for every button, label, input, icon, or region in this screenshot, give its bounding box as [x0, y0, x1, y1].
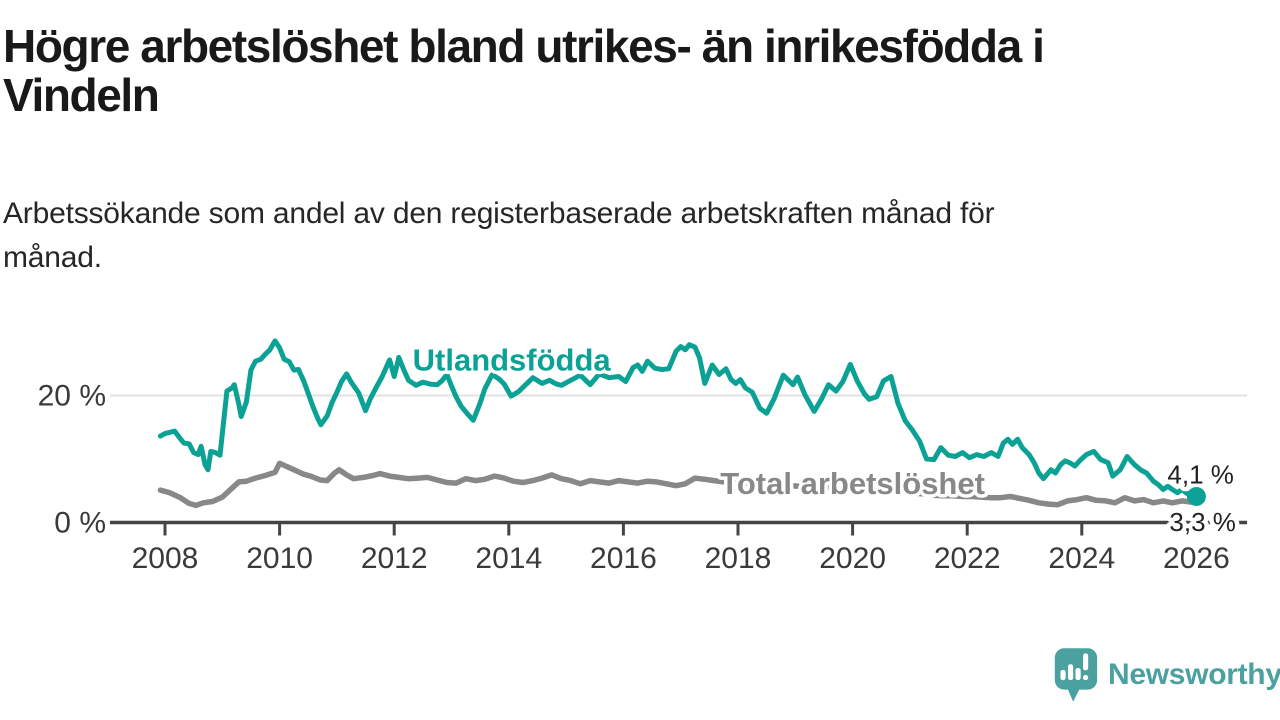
chart-subtitle: Arbetssökande som andel av den registerb…: [3, 192, 995, 280]
x-tick-label: 2026: [1163, 542, 1230, 575]
series-line-total-arbetsloshet: [157, 460, 1200, 509]
x-tick-label: 2024: [1048, 542, 1115, 575]
x-tick-label: 2012: [361, 542, 428, 575]
series-label-utlandsfodda: Utlandsfödda: [413, 343, 612, 378]
newsworthy-logo-text: Newsworthy: [1108, 658, 1280, 691]
chart-subtitle-line-2: månad.: [3, 241, 102, 274]
series-line-utlandsfodda: [157, 338, 1199, 499]
x-tick-label: 2010: [246, 542, 313, 575]
end-value-label-utlandsfodda: 4,1 %: [1167, 459, 1234, 489]
page-title-line-1: Högre arbetslöshet bland utrikes- än inr…: [3, 20, 1045, 72]
page-title: Högre arbetslöshet bland utrikes- än inr…: [3, 22, 1278, 120]
logo-bar-3: [1075, 667, 1081, 681]
newsworthy-logo: Newsworthy: [1052, 645, 1280, 705]
logo-exclamation-bar: [1083, 653, 1089, 671]
page-title-line-2: Vindeln: [3, 69, 160, 121]
x-tick-label: 2018: [705, 542, 772, 575]
line-chart: 2008 2010 2012 2014 2016 2018 2020 2022 2024 2026…: [38, 338, 1247, 575]
chart-header: Högre arbetslöshet bland utrikes- än inr…: [3, 22, 1278, 120]
series-end-dot: [1186, 486, 1206, 506]
newsworthy-logo-icon: [1054, 648, 1098, 702]
x-tick-label: 2016: [590, 542, 657, 575]
x-tick-label: 2008: [132, 542, 199, 575]
chart-subtitle-line-1: Arbetssökande som andel av den registerb…: [3, 197, 995, 230]
logo-exclamation-dot: [1083, 675, 1089, 681]
y-tick-label: 0 %: [54, 507, 106, 540]
logo-bar-1: [1060, 669, 1066, 681]
x-tick-label: 2014: [475, 542, 542, 575]
series-label-total-arbetsloshet: Total arbetslöshet: [720, 466, 985, 501]
x-tick-label: 2020: [819, 542, 886, 575]
x-tick-label: 2022: [934, 542, 1001, 575]
end-value-label-total: 3,3 %: [1169, 507, 1236, 537]
y-tick-label: 20 %: [38, 380, 106, 413]
logo-bar-2: [1067, 664, 1074, 681]
